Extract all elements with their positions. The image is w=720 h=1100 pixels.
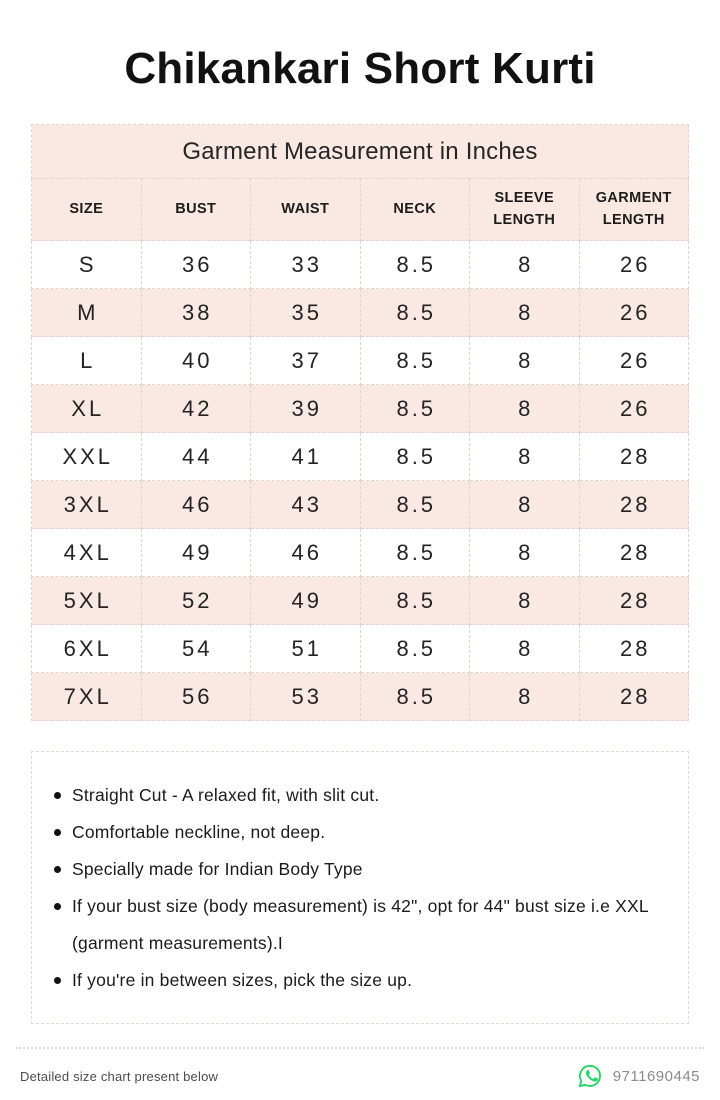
table-caption: Garment Measurement in Inches (31, 124, 689, 179)
cell-sleeve-length: 8 (469, 240, 580, 289)
column-header-neck: NECK (359, 178, 470, 241)
cell-neck: 8.5 (359, 384, 470, 433)
cell-neck: 8.5 (359, 240, 470, 289)
cell-waist: 46 (250, 528, 361, 577)
table-row-xxl: XXL 44 41 8.5 8 28 (31, 432, 689, 481)
column-header-bust: BUST (140, 178, 251, 241)
table-row-xl: XL 42 39 8.5 8 26 (31, 384, 689, 433)
table-row-l: L 40 37 8.5 8 26 (31, 336, 689, 385)
table-row-m: M 38 35 8.5 8 26 (31, 288, 689, 337)
cell-neck: 8.5 (359, 576, 470, 625)
cell-size: 4XL (31, 528, 142, 577)
cell-size: S (31, 240, 142, 289)
table-row-7xl: 7XL 56 53 8.5 8 28 (31, 672, 689, 721)
cell-garment-length: 28 (578, 432, 689, 481)
cell-neck: 8.5 (359, 336, 470, 385)
phone-number[interactable]: 9711690445 (612, 1067, 700, 1085)
cell-garment-length: 28 (578, 672, 689, 721)
footer-note: Detailed size chart present below (20, 1068, 219, 1084)
whatsapp-icon[interactable] (577, 1063, 603, 1089)
whatsapp-contact[interactable]: 9711690445 (577, 1063, 700, 1089)
cell-size: XL (31, 384, 142, 433)
cell-garment-length: 26 (578, 240, 689, 289)
cell-size: 3XL (31, 480, 142, 529)
cell-waist: 51 (250, 624, 361, 673)
cell-garment-length: 26 (578, 336, 689, 385)
footer: Detailed size chart present below 971169… (20, 1058, 700, 1094)
table-caption-row: Garment Measurement in Inches (31, 124, 689, 179)
cell-bust: 49 (140, 528, 251, 577)
cell-neck: 8.5 (359, 528, 470, 577)
cell-waist: 49 (250, 576, 361, 625)
cell-sleeve-length: 8 (469, 672, 580, 721)
table-row-s: S 36 33 8.5 8 26 (31, 240, 689, 289)
cell-neck: 8.5 (359, 624, 470, 673)
cell-size: XXL (31, 432, 142, 481)
fit-notes-list: Straight Cut - A relaxed fit, with slit … (48, 777, 664, 999)
cell-waist: 41 (250, 432, 361, 481)
footer-divider (16, 1047, 704, 1049)
table-row-4xl: 4XL 49 46 8.5 8 28 (31, 528, 689, 577)
cell-waist: 33 (250, 240, 361, 289)
cell-sleeve-length: 8 (469, 480, 580, 529)
fit-note-item: Comfortable neckline, not deep. (48, 814, 664, 851)
cell-sleeve-length: 8 (469, 384, 580, 433)
cell-bust: 40 (140, 336, 251, 385)
table-header-row: SIZE BUST WAIST NECK SLEEVE LENGTH GARMENT LE… (31, 178, 689, 241)
cell-sleeve-length: 8 (469, 624, 580, 673)
cell-neck: 8.5 (359, 672, 470, 721)
cell-garment-length: 28 (578, 480, 689, 529)
page-title: Chikankari Short Kurti (124, 44, 596, 93)
fit-note-item: If your bust size (body measurement) is … (48, 888, 664, 962)
cell-bust: 56 (140, 672, 251, 721)
cell-waist: 39 (250, 384, 361, 433)
cell-bust: 36 (140, 240, 251, 289)
cell-neck: 8.5 (359, 480, 470, 529)
cell-neck: 8.5 (359, 288, 470, 337)
cell-garment-length: 28 (578, 576, 689, 625)
table-row-3xl: 3XL 46 43 8.5 8 28 (31, 480, 689, 529)
cell-garment-length: 28 (578, 528, 689, 577)
cell-waist: 37 (250, 336, 361, 385)
cell-sleeve-length: 8 (469, 432, 580, 481)
cell-size: L (31, 336, 142, 385)
column-header-garment-length: GARMENT LENGTH (578, 178, 689, 241)
fit-note-item: Straight Cut - A relaxed fit, with slit … (48, 777, 664, 814)
cell-bust: 52 (140, 576, 251, 625)
cell-waist: 35 (250, 288, 361, 337)
cell-size: M (31, 288, 142, 337)
column-header-sleeve-length: SLEEVE LENGTH (469, 178, 580, 241)
size-chart-head: Garment Measurement in Inches SIZE BUST WA… (31, 124, 689, 241)
cell-sleeve-length: 8 (469, 336, 580, 385)
cell-bust: 42 (140, 384, 251, 433)
cell-garment-length: 28 (578, 624, 689, 673)
cell-waist: 43 (250, 480, 361, 529)
fit-note-item: If you're in between sizes, pick the siz… (48, 962, 664, 999)
cell-bust: 46 (140, 480, 251, 529)
size-chart: Garment Measurement in Inches SIZE BUST WA… (31, 124, 689, 721)
column-header-size: SIZE (31, 178, 142, 241)
cell-garment-length: 26 (578, 288, 689, 337)
cell-bust: 44 (140, 432, 251, 481)
table-row-6xl: 6XL 54 51 8.5 8 28 (31, 624, 689, 673)
cell-bust: 38 (140, 288, 251, 337)
cell-size: 5XL (31, 576, 142, 625)
cell-size: 6XL (31, 624, 142, 673)
fit-note-item: Specially made for Indian Body Type (48, 851, 664, 888)
cell-size: 7XL (31, 672, 142, 721)
table-row-5xl: 5XL 52 49 8.5 8 28 (31, 576, 689, 625)
size-chart-table: Garment Measurement in Inches SIZE BUST WA… (31, 124, 689, 721)
cell-sleeve-length: 8 (469, 288, 580, 337)
size-chart-body: S 36 33 8.5 8 26 M 38 35 8.5 8 26 L 40 37 8.5 8 26 XL 42 39 8… (31, 240, 689, 721)
cell-bust: 54 (140, 624, 251, 673)
cell-sleeve-length: 8 (469, 576, 580, 625)
cell-garment-length: 26 (578, 384, 689, 433)
cell-sleeve-length: 8 (469, 528, 580, 577)
fit-notes-box: Straight Cut - A relaxed fit, with slit … (31, 751, 689, 1024)
cell-neck: 8.5 (359, 432, 470, 481)
column-header-waist: WAIST (250, 178, 361, 241)
cell-waist: 53 (250, 672, 361, 721)
